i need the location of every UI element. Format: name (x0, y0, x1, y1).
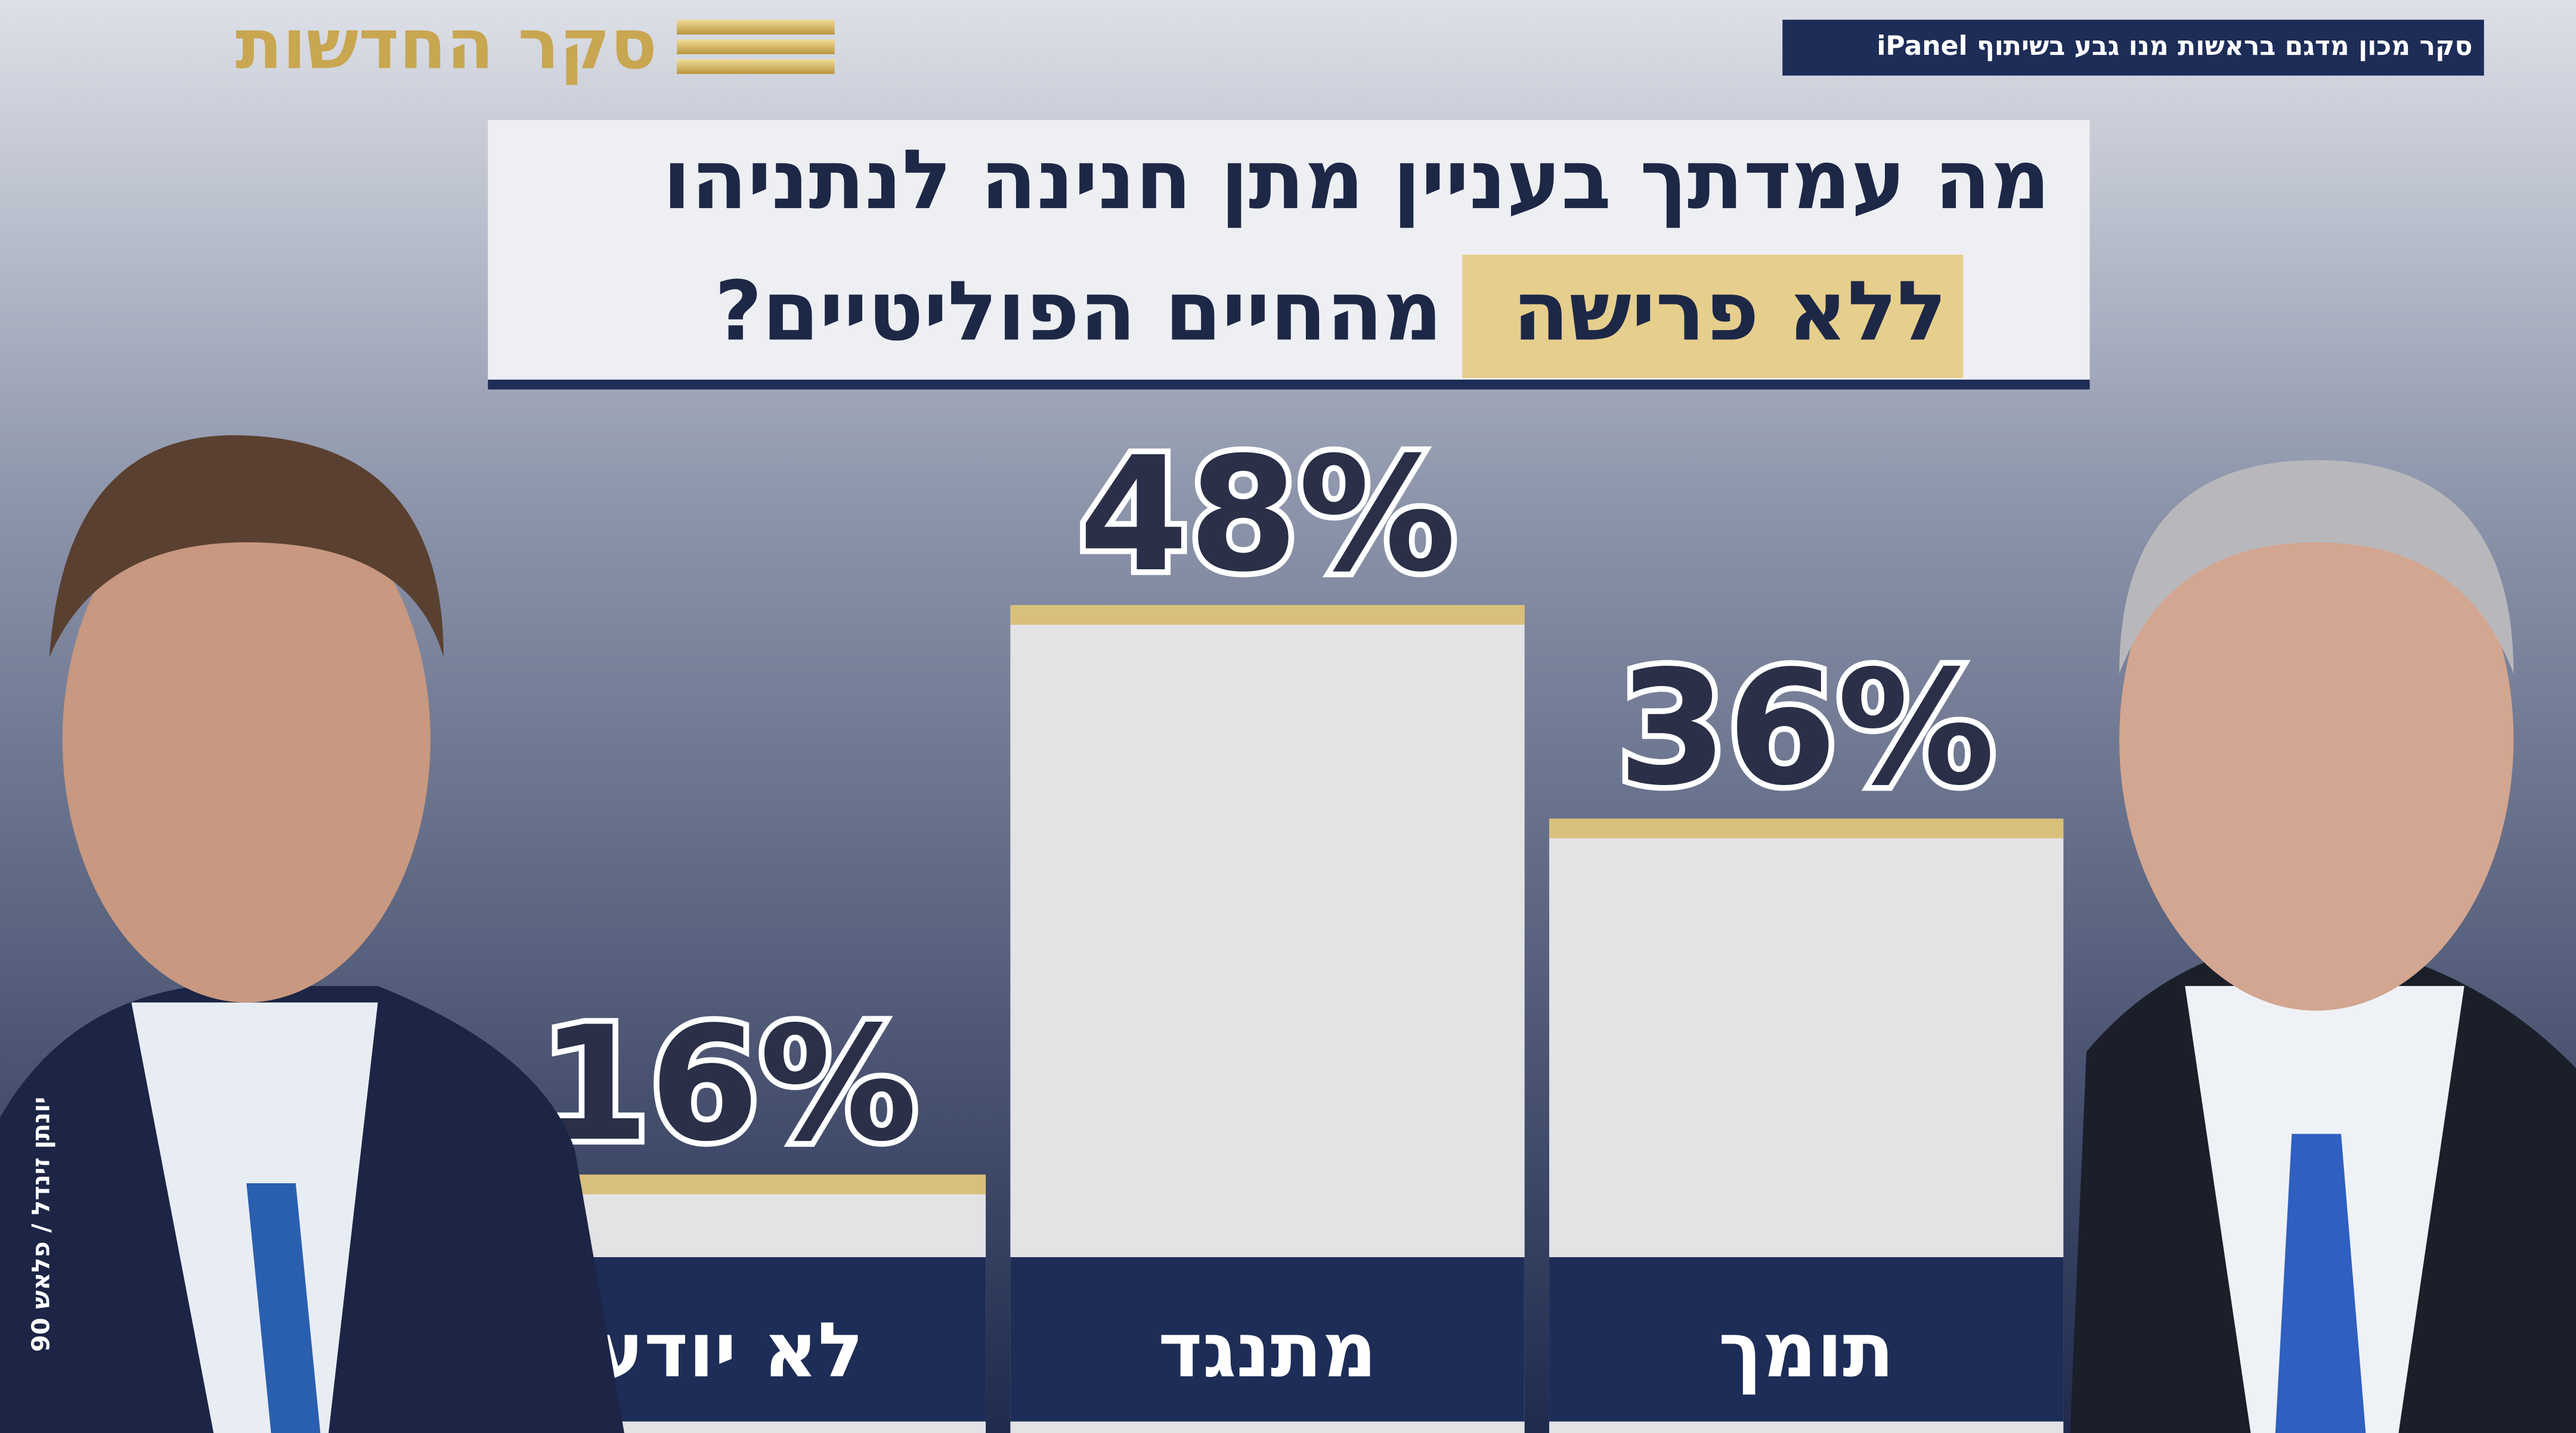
x-tick-label: לא יודע (594, 1306, 864, 1394)
chart-title: מה עמדתך בעניין מתן חנינה לנתניהו (662, 132, 2050, 228)
x-tick-label: תומך (1719, 1306, 1894, 1394)
person-right (2070, 460, 2576, 1433)
brand-stripe (677, 20, 835, 35)
source-box (1782, 20, 2484, 76)
brand-stripe (677, 39, 835, 54)
brand: סקר החדשות (236, 5, 657, 85)
x-tick-label: מתנגד (1158, 1306, 1377, 1394)
bars: לא יודע 16% מתנגד 48% תומך 36% (471, 417, 2064, 1433)
category-band (1549, 1257, 2064, 1422)
person-left (0, 435, 624, 1433)
value-label: 48% (1079, 423, 1456, 607)
bar-top (1549, 818, 2064, 839)
chart-title: מהחיים הפוליטיים? (714, 264, 1442, 359)
photo-credit: יונתן זינדל / פלאש 90 (27, 1097, 55, 1352)
title-highlight (1462, 255, 1964, 379)
chart-title-highlight: ללא פרישה (1513, 264, 1947, 359)
value-label: 36% (1618, 637, 1995, 820)
value-label: 16% (540, 992, 917, 1176)
source: סקר מכון מדגם בראשות מנו גבע בשיתוף iPan… (1877, 31, 2472, 61)
brand-stripe (677, 59, 835, 75)
category-band (1010, 1257, 1525, 1422)
bar-top (1010, 604, 1525, 625)
title-underline (488, 379, 2090, 390)
